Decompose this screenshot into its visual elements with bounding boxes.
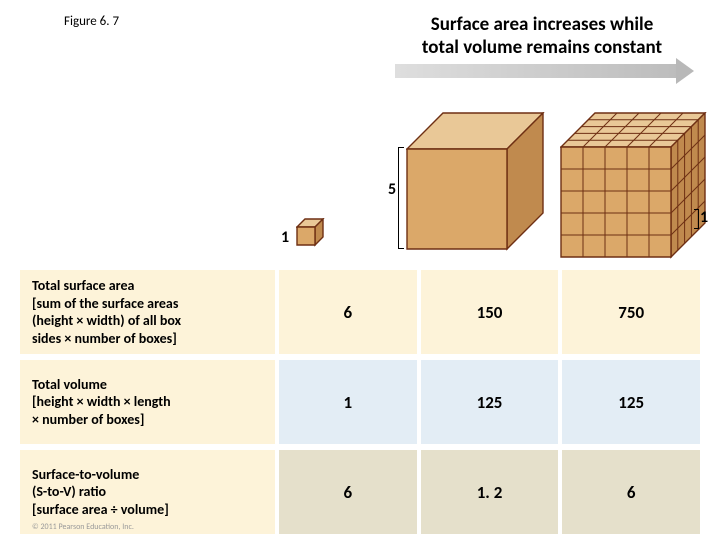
value-cell: 6	[562, 450, 700, 534]
value-cell: 125	[421, 360, 559, 444]
cube-grid	[560, 112, 708, 260]
value-cell: 6	[279, 450, 417, 534]
title-line-1: Surface area increases while	[431, 13, 654, 36]
value-cell: 6	[279, 270, 417, 354]
value-cell: 1	[279, 360, 417, 444]
table-row: Total volume[height × width × length× nu…	[20, 360, 700, 444]
arrow-head-icon	[676, 58, 694, 84]
row-label-text: Total surface area[sum of the surface ar…	[32, 277, 181, 347]
row-label: Total volume[height × width × length× nu…	[20, 360, 275, 444]
dim-label-small: 1	[281, 228, 289, 247]
row-label-text: Total volume[height × width × length× nu…	[32, 376, 171, 429]
value-cell: 1. 2	[421, 450, 559, 534]
table-row: Total surface area[sum of the surface ar…	[20, 270, 700, 354]
diagram-title: Surface area increases while total volum…	[382, 14, 702, 60]
dim-bracket-grid	[694, 209, 699, 229]
figure-label-text: Figure 6. 7	[64, 14, 119, 29]
dim-bracket-medium	[398, 147, 404, 249]
figure-label: Figure 6. 7	[64, 14, 119, 29]
row-label: Total surface area[sum of the surface ar…	[20, 270, 275, 354]
value-cell: 750	[562, 270, 700, 354]
copyright-text: © 2011 Pearson Education, Inc.	[32, 522, 134, 532]
dim-label-grid: 1	[700, 208, 708, 227]
value-cell: 125	[562, 360, 700, 444]
direction-arrow	[395, 64, 680, 78]
row-label-text: Surface-to-volume(S-to-V) ratio[surface …	[32, 466, 169, 519]
dim-label-medium: 5	[388, 180, 396, 199]
cube-medium	[406, 112, 546, 252]
value-cell: 150	[421, 270, 559, 354]
cube-small	[296, 218, 326, 248]
title-line-2: total volume remains constant	[422, 36, 662, 59]
